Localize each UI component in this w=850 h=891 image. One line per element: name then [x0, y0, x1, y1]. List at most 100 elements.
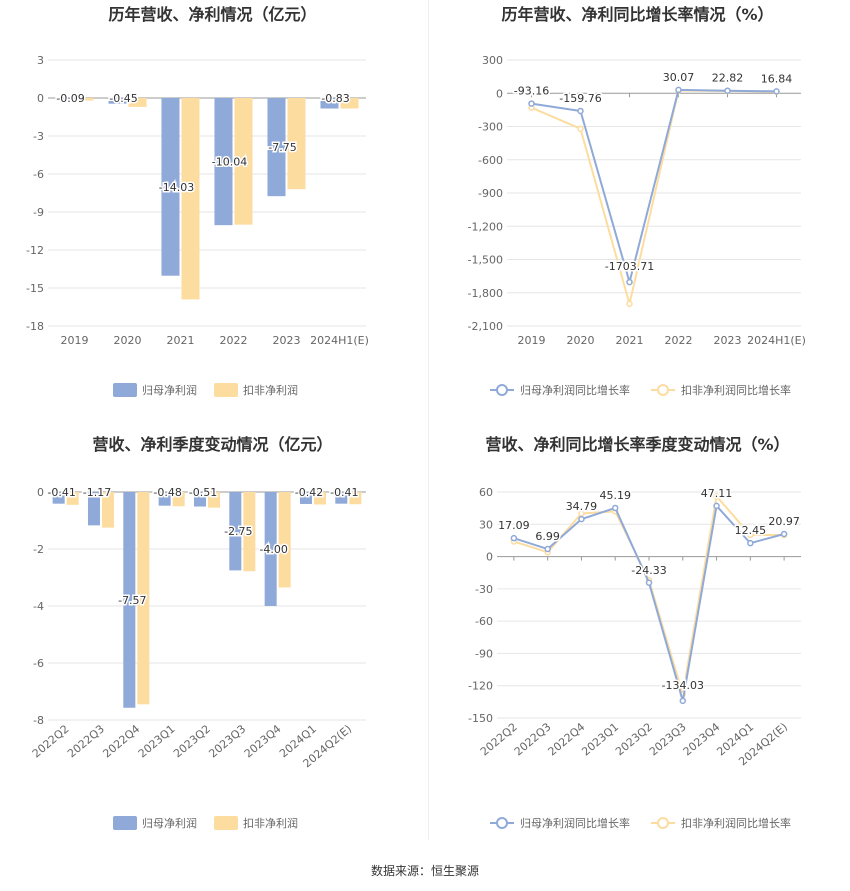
- point-series1: [747, 539, 754, 547]
- x-tick-label: 2023Q4: [242, 722, 284, 760]
- point-series1: [578, 515, 585, 523]
- chart-title: 历年营收、净利同比增长率情况（%）: [501, 5, 773, 24]
- line-series1: [531, 88, 777, 286]
- y-tick-label: -300: [478, 121, 503, 134]
- data-label: -14.03: [159, 181, 194, 194]
- legend-label-series1: 归母净利润同比增长率: [520, 816, 630, 830]
- point-series1: [510, 534, 518, 542]
- point-series1: [724, 87, 731, 94]
- x-tick-label: 2022: [665, 334, 693, 347]
- data-label: 16.84: [761, 72, 793, 85]
- bar-series1: [214, 98, 233, 226]
- chart-panel-quarterly-growth: 营收、净利同比增长率季度变动情况（%） 60 30 0 -30 -60 -90 -120 -15…: [425, 430, 850, 860]
- bar-series2: [349, 492, 362, 505]
- legend-swatch-series1: [113, 816, 137, 830]
- chart-panel-annual-profit: 历年营收、净利情况（亿元） 3 0 -3 -6 -9 -12 -15 -18 2019 2020 20…: [0, 0, 425, 430]
- data-label: 20.97: [768, 515, 800, 528]
- data-label: -0.42: [295, 486, 323, 499]
- x-tick-label: 2022Q3: [512, 720, 554, 758]
- y-tick-label: 0: [37, 486, 44, 499]
- data-label: -1.17: [83, 486, 111, 499]
- x-tick-label: 2023Q4: [681, 720, 723, 758]
- data-label: 6.99: [535, 530, 560, 543]
- data-label: -0.09: [56, 92, 84, 105]
- x-tick-label: 2024H1(E): [310, 334, 369, 347]
- x-tick-label: 2022Q4: [100, 722, 142, 760]
- x-tick-label: 2021: [167, 334, 195, 347]
- bar-series2: [243, 492, 256, 572]
- bar-series1: [123, 492, 136, 708]
- point-series1: [611, 504, 619, 512]
- bar-series1: [108, 98, 127, 104]
- bar-series2: [234, 98, 253, 225]
- x-tick-label: 2019: [518, 334, 546, 347]
- point-series1: [780, 530, 788, 538]
- data-label: -7.75: [268, 141, 296, 154]
- point-series1: [626, 278, 633, 286]
- data-label: -2.75: [224, 525, 252, 538]
- x-tick-label: 2024H1(E): [747, 334, 806, 347]
- legend-swatch-series2: [214, 816, 238, 830]
- y-tick-label: -150: [468, 712, 493, 725]
- legend-label-series1: 归母净利润: [142, 383, 197, 397]
- y-tick-label: -600: [478, 154, 503, 167]
- y-tick-label: -6: [33, 657, 44, 670]
- data-label: -7.57: [118, 594, 146, 607]
- y-tick-label: -3: [33, 130, 44, 143]
- x-tick-label: 2022Q4: [546, 720, 588, 758]
- legend-marker-series2: [657, 384, 669, 396]
- legend-marker-series2: [657, 817, 669, 829]
- data-label: -0.51: [189, 486, 217, 499]
- point-series2: [577, 125, 584, 132]
- point-series2: [713, 493, 720, 500]
- point-series1: [528, 100, 535, 107]
- bar-series2: [208, 492, 221, 508]
- bar-series1: [87, 492, 100, 526]
- x-tick-label: 2023Q2: [171, 722, 213, 760]
- legend-label-series2: 扣非净利润: [243, 383, 298, 397]
- y-tick-label: -2,100: [468, 320, 503, 333]
- bar-series2: [128, 98, 147, 107]
- y-tick-label: 30: [479, 518, 493, 531]
- data-label: -0.41: [330, 486, 358, 499]
- point-series1: [577, 107, 584, 115]
- panel-divider: [428, 0, 429, 840]
- y-tick-label: 0: [496, 87, 503, 100]
- quarterly-profit-bar-chart: 营收、净利季度变动情况（亿元） 0 -2 -4 -6 -82022Q22022Q32022…: [30, 435, 366, 830]
- chart-title: 营收、净利季度变动情况（亿元）: [92, 435, 332, 454]
- bar-series1: [52, 492, 65, 504]
- legend-swatch-series2: [214, 383, 238, 397]
- data-label: -134.03: [662, 679, 704, 692]
- legend-label-series1: 归母净利润: [142, 816, 197, 830]
- x-tick-label: 2023Q1: [136, 722, 178, 760]
- data-label: 22.82: [712, 72, 744, 85]
- data-label: 34.79: [566, 500, 598, 513]
- point-series2: [626, 300, 633, 308]
- point-series1: [713, 502, 720, 510]
- y-tick-label: -30: [475, 583, 493, 596]
- x-tick-label: 2023Q2: [613, 720, 655, 758]
- bar-series1: [229, 492, 242, 571]
- x-tick-label: 2022Q2: [30, 722, 72, 760]
- bar-series2: [66, 492, 79, 505]
- bar-series2: [172, 492, 185, 507]
- chart-title: 历年营收、净利情况（亿元）: [108, 5, 316, 24]
- x-tick-label: 2023: [273, 334, 301, 347]
- legend-marker-series1: [496, 817, 508, 829]
- y-tick-label: 0: [486, 551, 493, 564]
- y-tick-label: 300: [482, 54, 503, 67]
- y-tick-label: -12: [26, 244, 44, 257]
- bar-series1: [335, 492, 348, 504]
- y-tick-label: -60: [475, 615, 493, 628]
- bar-series2: [102, 492, 115, 528]
- data-label: -93.16: [514, 85, 549, 98]
- point-series2: [747, 531, 754, 539]
- y-tick-label: -1,800: [468, 287, 503, 300]
- bar-series1: [193, 492, 206, 507]
- bar-series2: [314, 492, 327, 505]
- data-label: -4.00: [259, 543, 287, 556]
- bar-series1: [158, 492, 171, 506]
- data-label: 30.07: [663, 71, 695, 84]
- y-tick-label: -120: [468, 680, 493, 693]
- y-tick-label: -15: [26, 282, 44, 295]
